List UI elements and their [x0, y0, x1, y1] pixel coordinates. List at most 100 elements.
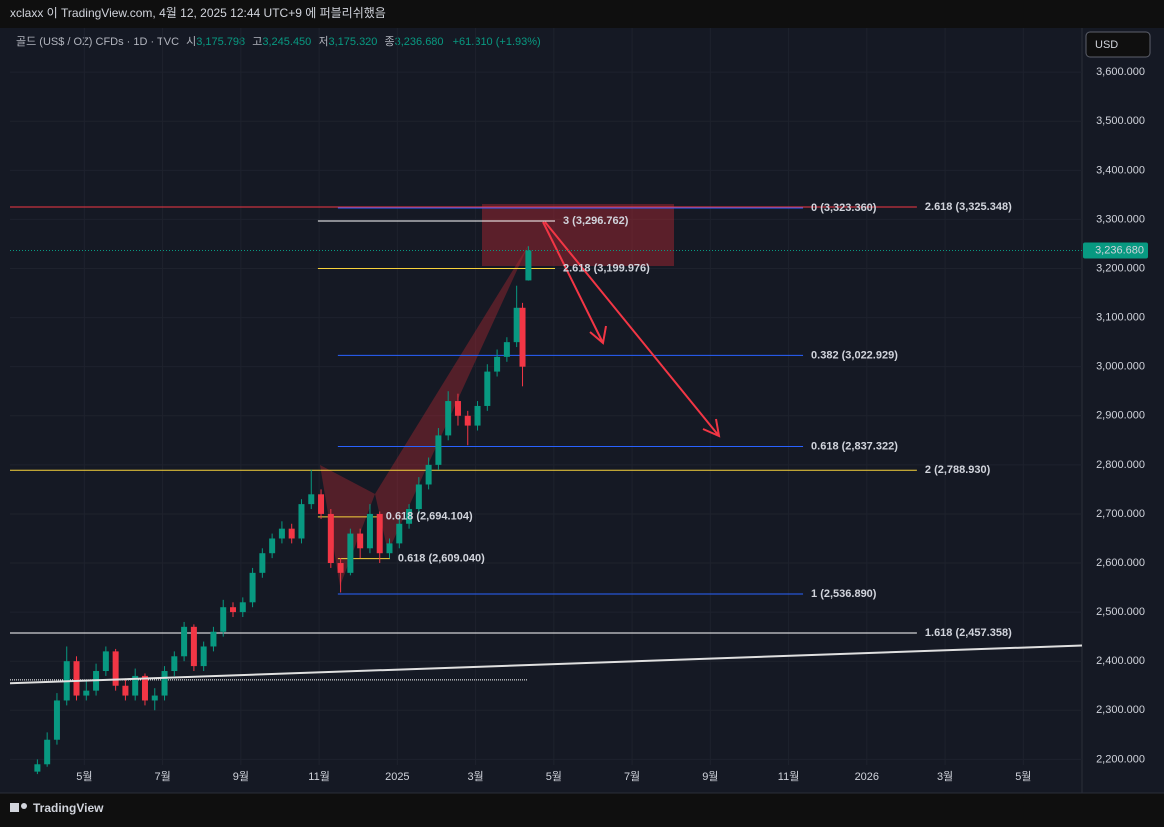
candle-body — [337, 563, 344, 573]
candle-body — [494, 356, 501, 372]
arrow-short — [542, 221, 607, 345]
y-tick-label: 3,200.000 — [1096, 262, 1145, 274]
candle-body — [249, 572, 256, 603]
y-tick-label: 2,600.000 — [1096, 557, 1145, 569]
last-price-label: 3,236.680 — [1095, 244, 1144, 256]
y-tick-label: 2,900.000 — [1096, 410, 1145, 422]
high: 3,245.450 — [262, 36, 311, 48]
close-label: 종 — [384, 36, 394, 48]
x-tick-label: 7월 — [624, 770, 640, 783]
candle-body — [366, 513, 373, 549]
candle-body — [200, 646, 207, 667]
fib-label: 0.618 (2,609.040) — [398, 552, 485, 564]
candle-body — [503, 342, 510, 357]
fib-label: 0.382 (3,022.929) — [811, 349, 898, 361]
candle-body — [239, 602, 246, 613]
fib-label: 0.618 (2,837.322) — [811, 440, 898, 452]
candle-body — [435, 435, 442, 465]
candle-body — [73, 661, 80, 696]
x-tick-label: 2025 — [385, 771, 409, 783]
candle-body — [445, 401, 452, 436]
candle-body — [190, 626, 197, 667]
x-tick-label: 7월 — [154, 770, 170, 783]
x-tick-label: 2026 — [855, 771, 879, 783]
overlay: 2.618 (3,325.348) 0 (3,323.360) 3 (3,296.7… — [9, 201, 1083, 685]
candle-body — [386, 543, 393, 554]
x-tick-label: 3월 — [467, 770, 483, 783]
y-tick-label: 2,500.000 — [1096, 606, 1145, 618]
y-tick-label: 3,000.000 — [1096, 361, 1145, 373]
candle-body — [357, 533, 364, 549]
y-tick-label: 2,400.000 — [1096, 655, 1145, 667]
y-tick-label: 3,100.000 — [1096, 312, 1145, 324]
candle-body — [171, 656, 178, 672]
fib-label: 2.618 (3,199.976) — [563, 262, 650, 274]
candle-body — [327, 513, 334, 564]
fib-label: 2.618 (3,325.348) — [925, 201, 1012, 213]
candle-body — [132, 675, 139, 696]
open-label: 시 — [186, 36, 196, 48]
y-tick-label: 2,700.000 — [1096, 508, 1145, 520]
candles — [34, 246, 532, 775]
y-tick-label: 2,200.000 — [1096, 753, 1145, 765]
candle-body — [151, 695, 158, 701]
candle-body — [141, 675, 148, 701]
candle-body — [83, 690, 90, 696]
publish-title: xclaxx 이 TradingView.com, 4월 12, 2025 12… — [10, 6, 386, 20]
candle-body — [181, 626, 188, 657]
low-label: 저 — [318, 35, 328, 48]
x-tick-label: 5월 — [546, 770, 562, 783]
candle-body — [318, 494, 325, 514]
arrows — [542, 221, 721, 438]
candle-body — [220, 607, 227, 632]
candle-body — [474, 405, 481, 426]
x-tick-label: 3월 — [937, 770, 953, 783]
y-tick-label: 3,600.000 — [1096, 66, 1145, 78]
currency-button[interactable] — [1085, 31, 1151, 58]
fib-label: 2 (2,788.930) — [925, 464, 991, 476]
fib-label: 1.618 (2,457.358) — [925, 627, 1012, 639]
logo-mark — [10, 803, 19, 812]
candle-body — [347, 533, 354, 573]
target-zone — [482, 204, 674, 266]
drawings — [10, 204, 917, 681]
last-price-badge — [1083, 242, 1148, 259]
candle-body — [396, 523, 403, 544]
candle-body — [308, 494, 315, 505]
candle-body — [34, 764, 41, 772]
candle-body — [464, 415, 471, 426]
open: 3,175.798 — [196, 36, 245, 48]
fib-label: 0 (3,323.360) — [811, 202, 877, 214]
symbol: 골드 (US$ / OZ) CFDs · 1D · TVC — [16, 35, 179, 48]
trend-line — [9, 644, 1083, 685]
candle-body — [288, 528, 295, 539]
candle-body — [376, 513, 383, 554]
candle-body — [298, 504, 305, 539]
arrow-long — [544, 221, 721, 438]
candle-body — [112, 651, 119, 686]
y-tick-label: 3,300.000 — [1096, 213, 1145, 225]
fib-label: 1 (2,536.890) — [811, 588, 877, 600]
x-tick-label: 5월 — [76, 770, 92, 783]
pattern-xab — [320, 465, 375, 586]
candle-body — [454, 401, 461, 416]
x-tick-label: 5월 — [1015, 770, 1031, 783]
change: +61.310 (+1.93%) — [453, 36, 541, 48]
tv-logo — [10, 803, 27, 812]
high-label: 고 — [252, 36, 262, 48]
candle-body — [259, 553, 266, 573]
ohlc-legend: 골드 (US$ / OZ) CFDs · 1D · TVC 시3,175.798… — [16, 35, 541, 48]
currency[interactable]: USD — [1095, 39, 1118, 51]
x-tick-label: 9월 — [702, 770, 718, 783]
y-tick-label: 3,400.000 — [1096, 164, 1145, 176]
fib-label: 3 (3,296.762) — [563, 215, 629, 227]
pattern-bcd — [375, 244, 529, 552]
grid — [10, 28, 1082, 765]
fib-label: 0.618 (2,694.104) — [386, 511, 473, 523]
x-tick-label: 9월 — [233, 770, 249, 783]
y-tick-label: 2,300.000 — [1096, 704, 1145, 716]
candle-body — [210, 631, 217, 647]
candle-body — [525, 250, 532, 281]
candle-body — [278, 528, 285, 539]
